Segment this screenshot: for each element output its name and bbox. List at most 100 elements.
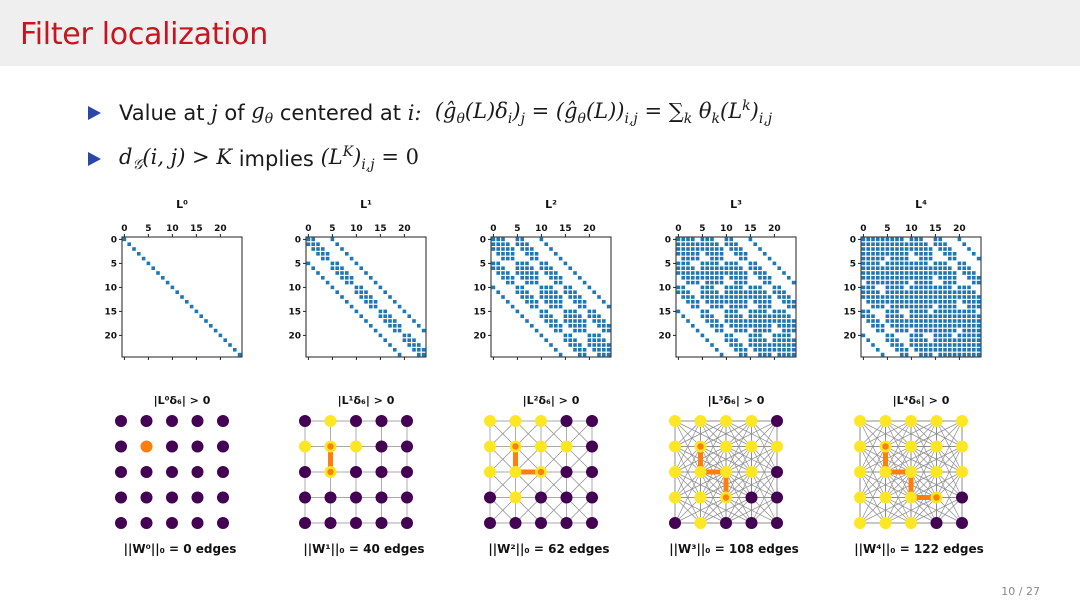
- matrix-dot-4-23-14: [928, 348, 933, 352]
- matrix-dot-4-0-16: [938, 237, 942, 242]
- f1-theta2: θ: [577, 111, 586, 128]
- matrix-dot-3-23-13: [739, 348, 743, 352]
- matrix-dot-3-9-7: [710, 280, 714, 285]
- matrix-dot-3-3-0: [676, 252, 681, 256]
- matrix-dot-2-20-10: [539, 333, 544, 338]
- matrix-dot-4-2-2: [871, 247, 875, 251]
- graph-path-end-1: [327, 468, 334, 476]
- matrix-dot-4-9-14: [928, 280, 933, 285]
- matrix-dot-3-1-6: [705, 242, 709, 246]
- matrix-dot-2-19-17: [573, 328, 577, 333]
- matrix-dot-4-3-5: [885, 252, 890, 256]
- matrix-dot-3-1-0: [676, 242, 681, 246]
- matrix-dot-4-18-14: [928, 324, 933, 328]
- matrix-dot-4-2-3: [876, 247, 880, 251]
- matrix-dot-4-23-9: [904, 348, 909, 352]
- matrix-dot-4-1-1: [866, 242, 870, 246]
- matrix-dot-4-13-14: [928, 300, 933, 304]
- matrix-dot-4-19-16: [938, 328, 942, 333]
- matrix-dot-4-16-11: [914, 314, 918, 318]
- slide-title: Filter localization: [20, 17, 268, 52]
- matrix-dot-3-16-22: [782, 314, 786, 318]
- b1-of: of: [224, 100, 245, 125]
- matrix-dot-4-18-12: [919, 324, 923, 328]
- matrix-dot-4-21-24: [976, 338, 981, 342]
- matrix-dot-2-14-9: [534, 304, 539, 309]
- matrix-dot-4-16-12: [919, 314, 923, 318]
- matrix-dot-2-4-8: [530, 256, 534, 261]
- matrix-dot-4-24-12: [919, 352, 923, 357]
- graph-node-3-7: [720, 440, 732, 453]
- matrix-dot-2-19-13: [554, 328, 558, 333]
- matrix-dot-2-8-8: [530, 276, 534, 280]
- matrix-dot-4-7-2: [871, 271, 875, 275]
- matrix-dot-1-19-19: [397, 328, 402, 333]
- graph-edge-3: [751, 497, 778, 524]
- matrix-dot-3-8-19: [767, 276, 772, 280]
- graph-node-2-11: [509, 466, 522, 478]
- matrix-dot-2-4-4: [510, 256, 515, 261]
- graph-node-3-20: [669, 517, 681, 529]
- matrix-dot-2-20-15: [563, 333, 568, 338]
- matrix-dot-4-1-9: [904, 242, 909, 246]
- graph-node-2-20: [484, 517, 496, 529]
- matrix-dot-4-4-24: [976, 256, 981, 261]
- matrix-dot-4-4-0: [861, 256, 866, 261]
- matrix-dot-2-12-17: [573, 295, 577, 299]
- matrix-dot-4-1-13: [924, 242, 928, 246]
- matrix-dot-2-24-22: [597, 352, 601, 357]
- matrix-dot-4-6-14: [928, 266, 933, 270]
- matrix-dot-1-18-18: [393, 324, 397, 328]
- matrix-dot-4-1-6: [890, 242, 894, 246]
- matrix-dot-1-15-20: [402, 309, 407, 314]
- f1-L: (L: [720, 99, 743, 123]
- matrix-dot-4-18-13: [924, 324, 928, 328]
- matrix-dot-4-22-21: [962, 343, 966, 347]
- matrix-dot-3-2-1: [681, 247, 685, 251]
- matrix-dot-3-17-17: [758, 319, 762, 323]
- b2-sup: K: [342, 144, 354, 160]
- matrix-dot-1-5-6: [335, 261, 339, 266]
- graph-node-0-2: [166, 415, 178, 427]
- graph-node-2-19: [586, 491, 598, 504]
- matrix-dot-2-1-2: [501, 242, 505, 246]
- matrix-dot-2-12-14: [558, 295, 563, 299]
- graph-edge-4: [910, 497, 937, 524]
- matrix-dot-2-10-20: [587, 285, 592, 290]
- graph-node-0-6: [140, 440, 153, 453]
- matrix-dot-4-7-15: [933, 271, 938, 275]
- graph-edge-4: [859, 497, 912, 524]
- matrix-dot-2-13-17: [573, 300, 577, 304]
- matrix-dot-1-20-15: [378, 333, 383, 338]
- matrix-dot-3-24-17: [758, 352, 762, 357]
- graph-node-0-16: [140, 491, 153, 504]
- matrix-dot-1-3-4: [325, 252, 330, 256]
- matrix-dot-3-17-15: [748, 319, 753, 323]
- matrix-dot-1-1-2: [316, 242, 320, 246]
- matrix-dot-3-22-18: [763, 343, 767, 347]
- matrix-dot-3-0-15: [748, 237, 753, 242]
- matrix-dot-1-0-0: [306, 237, 311, 242]
- matrix-dot-3-15-0: [676, 309, 681, 314]
- matrix-dot-3-1-5: [700, 242, 705, 246]
- graph-node-1-9: [401, 440, 413, 453]
- b2-L: (L: [320, 145, 343, 169]
- matrix-dot-4-9-11: [914, 280, 918, 285]
- matrix-title-4: L⁴: [915, 198, 927, 211]
- matrix-dot-4-15-22: [967, 309, 971, 314]
- graph-edge-4: [859, 471, 912, 498]
- x-tick-label-3-20: 20: [768, 224, 781, 234]
- matrix-dot-4-5-12: [919, 261, 923, 266]
- matrix-dot-3-6-2: [686, 266, 690, 270]
- matrix-dot-2-15-21: [592, 309, 596, 314]
- matrix-dot-2-10-15: [563, 285, 568, 290]
- graph-node-3-22: [720, 517, 732, 529]
- matrix-dot-3-2-12: [734, 247, 738, 251]
- matrix-dot-3-11-17: [758, 290, 762, 294]
- matrix-dot-4-22-17: [943, 343, 947, 347]
- matrix-dot-4-8-18: [948, 276, 952, 280]
- matrix-dot-3-12-17: [758, 295, 762, 299]
- matrix-dot-4-21-18: [948, 338, 952, 342]
- matrix-dot-3-10-10: [724, 285, 729, 290]
- matrix-dot-4-8-23: [972, 276, 976, 280]
